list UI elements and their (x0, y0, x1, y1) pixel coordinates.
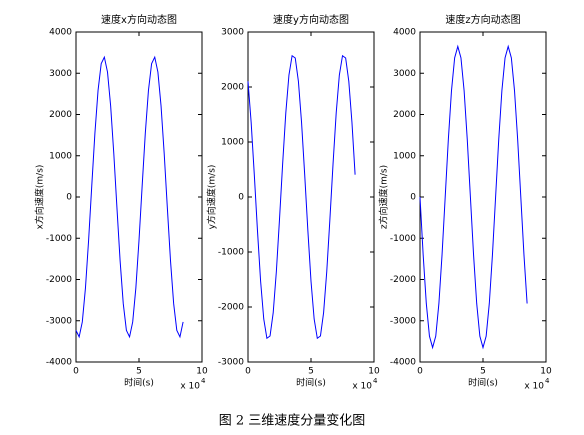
y-tick-label: 3000 (393, 69, 416, 79)
subplot-title: 速度y方向动态图 (273, 13, 349, 26)
x-tick-label: 5 (136, 367, 142, 377)
y-tick-label: -1000 (218, 248, 244, 258)
y-tick-label: 3000 (221, 28, 244, 38)
y-tick-label: 0 (66, 193, 72, 203)
subplot-title: 速度z方向动态图 (445, 13, 520, 26)
y-tick-label: -2000 (218, 303, 244, 313)
y-tick-label: 1000 (393, 151, 416, 161)
y-tick-label: -3000 (390, 316, 416, 326)
plot-area (247, 31, 375, 363)
y-tick-label: 2000 (49, 110, 72, 120)
y-tick-label: -1000 (46, 234, 72, 244)
y-tick-label: 4000 (393, 28, 416, 38)
y-tick-label: -4000 (46, 358, 72, 368)
y-axis-label: x方向速度(m/s) (34, 165, 46, 230)
y-tick-label: 2000 (221, 83, 244, 93)
x-tick-label: 0 (245, 367, 251, 377)
x-axis-label: 时间(s) (296, 377, 326, 389)
y-tick-label: -3000 (46, 316, 72, 326)
x-scale-exponent: 4 (201, 377, 206, 385)
subplot-title: 速度x方向动态图 (101, 13, 177, 26)
plot-area (75, 31, 203, 363)
x-scale-base: x 10 (352, 382, 372, 392)
data-line (247, 54, 356, 340)
y-tick-label: 1000 (221, 138, 244, 148)
y-tick-label: 3000 (49, 69, 72, 79)
y-axis-label: z方向速度(m/s) (378, 165, 390, 229)
x-tick-label: 10 (196, 367, 208, 377)
y-tick-label: -2000 (46, 275, 72, 285)
y-tick-label: 2000 (393, 110, 416, 120)
x-tick-label: 0 (417, 367, 423, 377)
y-tick-label: 1000 (49, 151, 72, 161)
y-tick-label: -2000 (390, 275, 416, 285)
x-scale-exponent: 4 (545, 377, 550, 385)
y-tick-label: -3000 (218, 358, 244, 368)
x-scale-base: x 10 (524, 382, 544, 392)
y-axis-label: y方向速度(m/s) (206, 165, 218, 230)
data-line (75, 55, 184, 339)
x-tick-label: 0 (73, 367, 79, 377)
x-scale-exponent: 4 (373, 377, 378, 385)
plot-area (419, 31, 547, 363)
y-tick-label: -4000 (390, 358, 416, 368)
y-tick-label: 0 (410, 193, 416, 203)
x-scale-base: x 10 (180, 382, 200, 392)
y-tick-label: 4000 (49, 28, 72, 38)
x-axis-label: 时间(s) (468, 377, 498, 389)
x-axis-label: 时间(s) (124, 377, 154, 389)
y-tick-label: 0 (238, 193, 244, 203)
caption: 图 2 三维速度分量变化图 (219, 413, 366, 429)
y-tick-label: -1000 (390, 234, 416, 244)
x-tick-label: 5 (480, 367, 486, 377)
x-tick-label: 5 (308, 367, 314, 377)
data-line (419, 44, 528, 350)
x-tick-label: 10 (368, 367, 380, 377)
x-tick-label: 10 (540, 367, 552, 377)
